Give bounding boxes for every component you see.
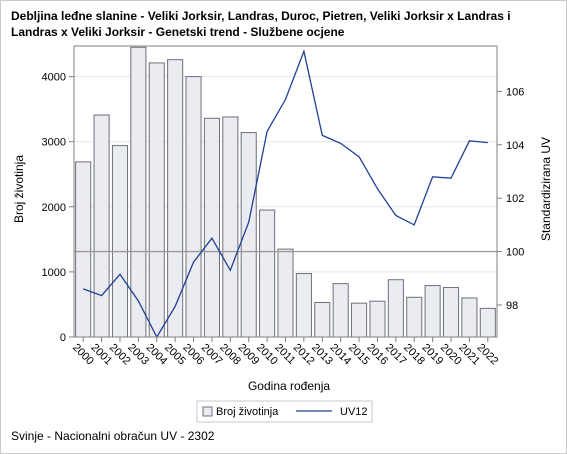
- y2-tick-label: 100: [506, 247, 524, 259]
- y2-tick-label: 106: [506, 86, 524, 98]
- bar-2008: [222, 116, 239, 338]
- legend-box: [196, 400, 373, 423]
- bar-2002: [111, 145, 129, 338]
- bar-2021: [461, 297, 478, 338]
- y2-tick-label: 102: [506, 193, 524, 205]
- y-axis-label: Broj životinja: [12, 155, 26, 223]
- y2-tick-label: 104: [506, 140, 524, 152]
- bar-2005: [167, 59, 184, 338]
- legend-label-bar: Broj životinja: [216, 406, 279, 418]
- legend-label-line: UV12: [340, 406, 368, 418]
- y-tick-label: 0: [60, 332, 66, 344]
- bar-2018: [406, 296, 423, 338]
- bar-2016: [369, 300, 386, 338]
- legend-swatch-bar: [202, 406, 213, 417]
- bar-2000: [75, 161, 92, 338]
- uv12-line-layer: [82, 49, 488, 339]
- bar-2015: [351, 302, 368, 338]
- bars: [75, 46, 496, 338]
- y-tick-label: 2000: [42, 202, 66, 214]
- bar-2013: [314, 301, 331, 338]
- y-tick-label: 4000: [42, 72, 66, 84]
- y-tick-label: 1000: [42, 267, 66, 279]
- bar-2011: [277, 248, 294, 338]
- bar-2007: [203, 117, 220, 338]
- axes: 0100020003000400098100102104106200020012…: [42, 45, 524, 367]
- footnote: Svinje - Nacionalni obračun UV - 2302: [11, 429, 215, 443]
- bar-2017: [387, 279, 404, 338]
- bar-2020: [442, 287, 460, 338]
- bar-2022: [479, 307, 496, 338]
- uv12-line: [82, 49, 488, 339]
- chart-title: Debljina leđne slanine - Veliki Jorksir,…: [11, 9, 511, 39]
- bar-2004: [148, 62, 165, 338]
- y2-axis-label: Standardizirana UV: [539, 137, 553, 241]
- bar-2001: [93, 114, 110, 338]
- x-axis-label: Godina rođenja: [248, 379, 330, 393]
- bar-2012: [295, 273, 312, 338]
- bar-2019: [424, 285, 441, 338]
- y-tick-label: 3000: [42, 137, 66, 149]
- bar-2010: [259, 209, 276, 338]
- y2-tick-label: 98: [506, 300, 518, 312]
- bar-2014: [332, 283, 349, 338]
- bar-2006: [185, 76, 202, 338]
- legend: Broj životinja UV12: [196, 400, 373, 423]
